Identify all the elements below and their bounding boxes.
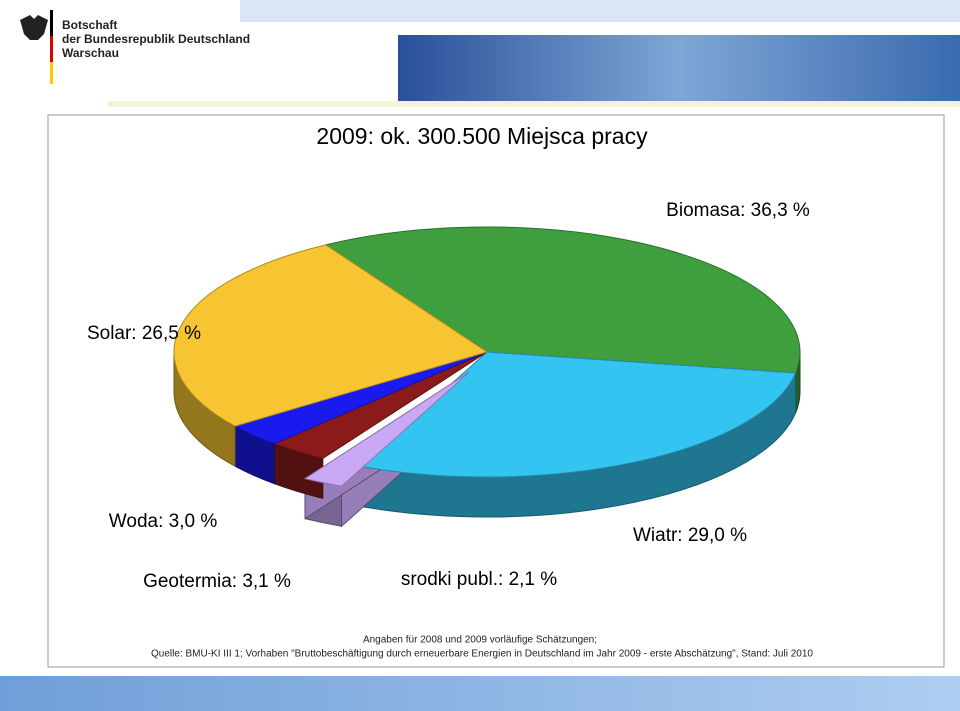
- header-line: Botschaft: [62, 18, 117, 32]
- slice: [303, 371, 470, 487]
- note: Angaben für 2008 und 2009 vorläufige Sch…: [363, 635, 597, 646]
- slice-label: Geotermia: 3,1 %: [143, 571, 291, 592]
- header-line: der Bundesrepublik Deutschland: [62, 32, 250, 46]
- slice: [358, 351, 797, 478]
- eagle-logo: [20, 15, 48, 40]
- slice-label: srodki publ.: 2,1 %: [401, 569, 557, 590]
- slice: [173, 244, 489, 427]
- flag-gold: [50, 62, 53, 84]
- header-line: Warschau: [62, 46, 119, 60]
- flag-red: [50, 36, 53, 62]
- slice-label: Biomasa: 36,3 %: [666, 200, 810, 221]
- flag-black: [50, 10, 53, 36]
- slice-label: Solar: 26,5 %: [87, 323, 201, 344]
- chart-title: 2009: ok. 300.500 Miejsca pracy: [316, 123, 648, 149]
- source: Quelle: BMU-KI III 1; Vorhaben "Bruttobe…: [151, 649, 813, 660]
- header-rule: [108, 101, 960, 107]
- slice-label: Woda: 3,0 %: [109, 511, 218, 532]
- pie: [173, 226, 801, 528]
- slice: [324, 226, 801, 374]
- footer-band: [0, 676, 960, 711]
- header-image: [398, 35, 960, 101]
- header-band: [240, 0, 960, 22]
- slice-label: Wiatr: 29,0 %: [633, 525, 747, 546]
